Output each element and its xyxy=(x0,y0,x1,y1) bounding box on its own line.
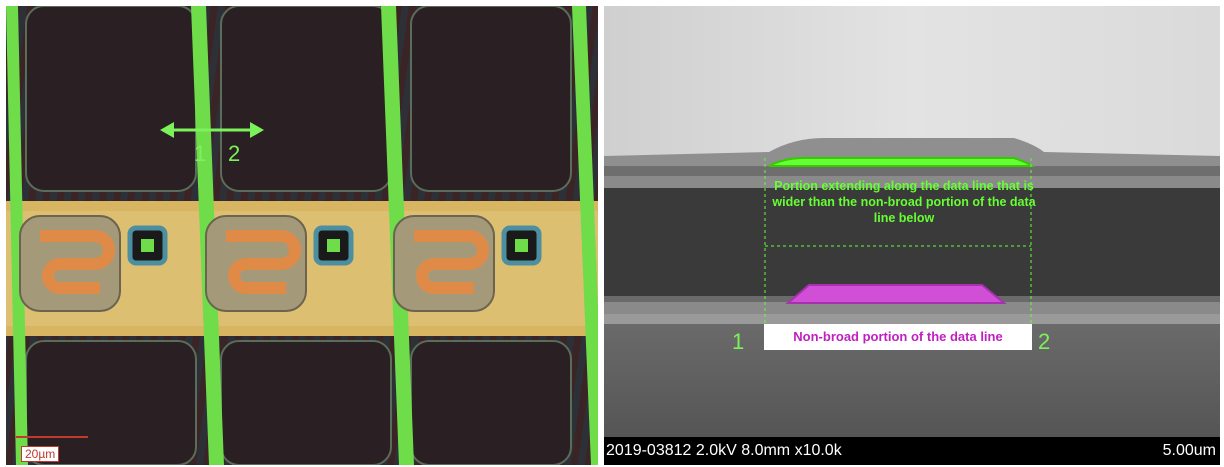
sem-cross-section-panel: Portion extending along the data line th… xyxy=(604,6,1220,465)
sem-info-text: 2019-03812 2.0kV 8.0mm x10.0k xyxy=(606,442,842,459)
marker-2-label: 2 xyxy=(228,141,241,166)
dashed-guide-box xyxy=(764,158,1032,326)
non-broad-portion-label: Non-broad portion of the data line xyxy=(764,324,1032,350)
sem-cross-section-image xyxy=(604,6,1220,444)
marker-1-label: 1 xyxy=(194,141,207,166)
sem-info-bar: 2019-03812 2.0kV 8.0mm x10.0k 5.00um xyxy=(604,437,1220,465)
wide-portion-annotation: Portion extending along the data line th… xyxy=(772,179,1036,225)
optical-micrograph-image xyxy=(6,6,598,465)
sem-scale-label: 5.00um xyxy=(1162,442,1216,459)
marker-1-label: 1 xyxy=(732,329,745,354)
scale-bar-label: 20µm xyxy=(21,446,60,462)
optical-micrograph-panel: 1 2 20µm xyxy=(6,6,598,465)
marker-2-label: 2 xyxy=(1038,329,1051,354)
cross-section-arrow xyxy=(160,122,264,138)
